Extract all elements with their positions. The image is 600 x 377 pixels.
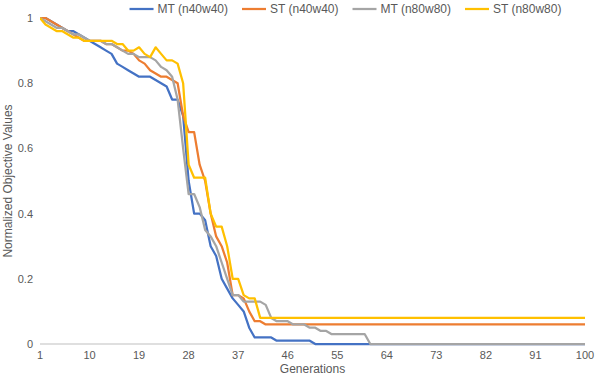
- series-line: [40, 18, 585, 318]
- y-tick-label: 0.8: [18, 77, 33, 89]
- legend-label: MT (n40w40): [158, 2, 228, 16]
- plot-area: [40, 18, 585, 344]
- x-tick-label: 10: [83, 349, 95, 361]
- series-line: [40, 18, 585, 324]
- x-axis-title: Generations: [280, 362, 345, 376]
- legend-swatch: [465, 8, 489, 10]
- y-tick-label: 0.2: [18, 273, 33, 285]
- legend-label: ST (n40w40): [270, 2, 338, 16]
- x-tick-label: 91: [529, 349, 541, 361]
- y-tick-label: 1: [27, 12, 33, 24]
- x-tick-label: 19: [133, 349, 145, 361]
- x-tick-label: 82: [480, 349, 492, 361]
- y-tick-label: 0: [27, 338, 33, 350]
- legend-swatch: [353, 8, 377, 10]
- x-tick-label: 73: [430, 349, 442, 361]
- legend-label: MT (n80w80): [381, 2, 451, 16]
- x-tick-label: 37: [232, 349, 244, 361]
- legend: MT (n40w40) ST (n40w40) MT (n80w80) ST (n80…: [130, 2, 562, 16]
- y-tick-label: 0.6: [18, 142, 33, 154]
- chart: 0 0.2 0.4 0.6 0.8 1 1 10 19 28 37 46 55 64 73 82 91 100 Ge…: [0, 0, 600, 377]
- x-tick-label: 55: [331, 349, 343, 361]
- x-tick-label: 28: [183, 349, 195, 361]
- legend-swatch: [130, 8, 154, 10]
- legend-label: ST (n80w80): [493, 2, 561, 16]
- series-line: [40, 18, 585, 344]
- x-tick-label: 64: [381, 349, 393, 361]
- y-axis-title: Normalized Objective Values: [1, 104, 15, 257]
- series-line: [40, 18, 585, 344]
- x-tick-label: 100: [576, 349, 594, 361]
- x-tick-label: 1: [37, 349, 43, 361]
- y-tick-label: 0.4: [18, 208, 33, 220]
- legend-swatch: [242, 8, 266, 10]
- x-tick-label: 46: [282, 349, 294, 361]
